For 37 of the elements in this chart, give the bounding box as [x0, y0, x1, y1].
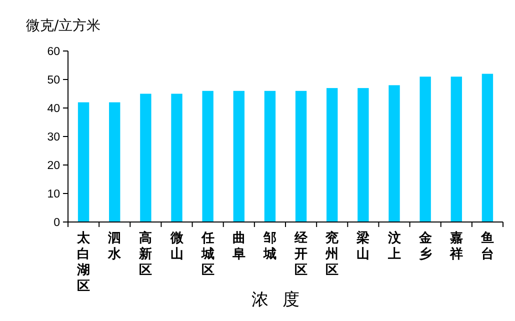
- x-tick-label: 泗水: [107, 231, 122, 262]
- bar: [171, 94, 182, 222]
- bar: [358, 88, 369, 222]
- bar: [482, 74, 494, 222]
- x-tick-label: 经开区: [294, 231, 309, 278]
- y-tick-label: 30: [47, 132, 60, 144]
- bar: [326, 88, 338, 222]
- x-tick-label: 太白湖区: [76, 231, 92, 294]
- x-tick-label: 鱼台: [480, 231, 494, 262]
- bar: [264, 90, 276, 222]
- bar: [295, 90, 307, 222]
- x-tick-label: 汶上: [386, 230, 402, 262]
- y-tick-label: 40: [47, 103, 60, 116]
- y-axis-title: 微克/立方米: [26, 18, 101, 34]
- y-tick-label: 20: [47, 160, 60, 172]
- y-tick-label: 60: [47, 46, 60, 58]
- x-tick-label: 高新区: [138, 230, 152, 278]
- bar: [450, 76, 462, 222]
- y-tick-label: 10: [47, 188, 60, 201]
- bar: [202, 90, 214, 222]
- bar: [420, 76, 431, 222]
- bar: [140, 94, 152, 222]
- bar: [388, 85, 400, 222]
- y-tick-label: 0: [54, 217, 60, 230]
- x-tick-label: 曲阜: [231, 231, 246, 262]
- x-tick-label: 兖州区: [324, 230, 339, 278]
- bar: [109, 102, 120, 222]
- x-tick-label: 梁山: [356, 230, 370, 262]
- x-tick-label: 金乡: [418, 231, 433, 262]
- y-tick-label: 50: [47, 74, 60, 87]
- x-tick-label: 微山: [169, 231, 184, 262]
- x-tick-label: 邹城: [262, 231, 276, 262]
- x-tick-label: 任城区: [200, 231, 214, 278]
- bar: [233, 90, 244, 222]
- x-axis-title: 浓度: [252, 290, 314, 310]
- bar: [78, 102, 90, 222]
- x-tick-label: 嘉祥: [448, 231, 463, 262]
